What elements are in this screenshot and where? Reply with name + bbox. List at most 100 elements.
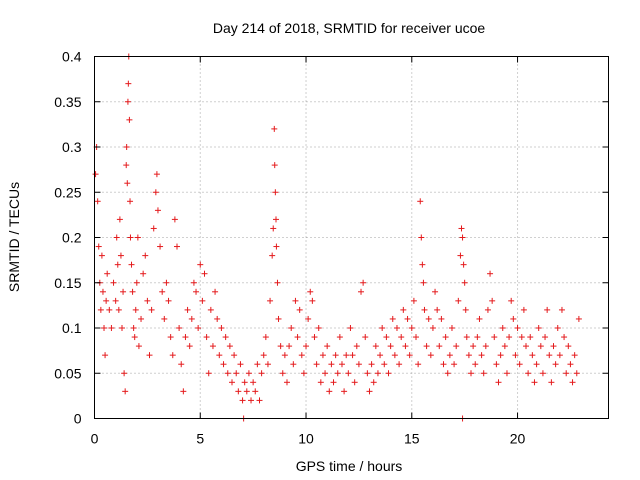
data-point bbox=[523, 343, 530, 350]
x-tick-label: 10 bbox=[298, 431, 314, 447]
data-point bbox=[300, 370, 307, 377]
data-point bbox=[542, 334, 549, 341]
x-tick-label: 5 bbox=[196, 431, 204, 447]
data-point bbox=[152, 189, 159, 196]
data-point bbox=[103, 297, 110, 304]
data-point bbox=[444, 370, 451, 377]
data-point bbox=[123, 144, 130, 150]
data-point bbox=[537, 343, 544, 350]
data-point bbox=[199, 297, 206, 304]
data-point bbox=[468, 370, 475, 377]
data-point bbox=[117, 252, 124, 259]
data-point bbox=[387, 343, 394, 350]
data-point bbox=[126, 116, 133, 123]
data-point bbox=[417, 198, 424, 205]
data-point bbox=[106, 306, 113, 313]
data-point bbox=[129, 288, 136, 295]
data-point bbox=[275, 315, 282, 322]
data-point bbox=[116, 216, 123, 223]
data-point bbox=[476, 315, 483, 322]
data-point bbox=[220, 361, 227, 368]
data-point bbox=[124, 180, 131, 187]
data-point bbox=[516, 361, 523, 368]
data-point bbox=[135, 343, 142, 350]
data-point bbox=[157, 243, 164, 250]
data-point bbox=[115, 306, 122, 313]
data-point bbox=[322, 370, 329, 377]
data-point bbox=[448, 325, 455, 331]
data-point bbox=[558, 306, 565, 313]
data-point bbox=[391, 352, 398, 359]
data-point bbox=[512, 352, 519, 359]
data-point bbox=[309, 297, 316, 304]
data-point bbox=[334, 370, 341, 377]
data-point bbox=[561, 334, 568, 341]
data-point bbox=[216, 352, 223, 359]
y-axis: 0 0.05 0.1 0.15 0.2 0.25 0.3 0.35 0.4 bbox=[54, 49, 609, 427]
data-point bbox=[446, 352, 453, 359]
data-point bbox=[529, 352, 536, 359]
data-point bbox=[273, 243, 280, 250]
data-point bbox=[478, 352, 485, 359]
data-point bbox=[258, 370, 265, 377]
data-point bbox=[379, 325, 386, 331]
data-point bbox=[277, 343, 284, 350]
data-point bbox=[270, 225, 277, 232]
data-point bbox=[402, 343, 409, 350]
data-point bbox=[462, 306, 469, 313]
data-point bbox=[461, 279, 468, 286]
data-point bbox=[501, 343, 508, 350]
data-point bbox=[205, 370, 212, 377]
y-tick-label: 0.4 bbox=[62, 49, 82, 65]
data-point bbox=[142, 252, 149, 259]
data-point bbox=[338, 361, 345, 368]
data-point bbox=[193, 288, 200, 295]
data-point bbox=[150, 225, 157, 232]
data-point bbox=[154, 207, 161, 214]
data-point bbox=[212, 288, 219, 295]
data-point bbox=[241, 379, 248, 386]
x-tick-label: 15 bbox=[404, 431, 420, 447]
data-point bbox=[362, 334, 369, 341]
data-point bbox=[554, 325, 561, 331]
data-point bbox=[163, 279, 170, 286]
data-point bbox=[438, 315, 445, 322]
data-point bbox=[296, 306, 303, 313]
y-tick-label: 0 bbox=[74, 411, 82, 427]
data-point bbox=[286, 343, 293, 350]
data-point bbox=[132, 306, 139, 313]
data-point bbox=[355, 361, 362, 368]
data-point bbox=[99, 288, 106, 295]
data-point bbox=[374, 370, 381, 377]
data-point bbox=[389, 315, 396, 322]
data-point bbox=[97, 306, 104, 313]
data-point bbox=[518, 334, 525, 341]
data-point bbox=[425, 315, 432, 322]
data-point bbox=[307, 288, 314, 295]
data-point bbox=[305, 315, 312, 322]
data-point bbox=[101, 325, 108, 331]
data-point bbox=[503, 370, 510, 377]
data-point bbox=[125, 80, 132, 87]
data-point bbox=[144, 297, 151, 304]
data-point bbox=[214, 315, 221, 322]
data-point bbox=[165, 297, 172, 304]
data-point bbox=[398, 334, 405, 341]
data-point bbox=[108, 325, 115, 331]
data-point bbox=[563, 370, 570, 377]
data-point bbox=[345, 370, 352, 377]
data-point bbox=[499, 325, 506, 331]
data-point bbox=[533, 361, 540, 368]
data-point bbox=[124, 98, 131, 105]
x-axis-label: GPS time / hours bbox=[296, 458, 403, 474]
data-point bbox=[288, 325, 295, 331]
data-point bbox=[303, 343, 310, 350]
data-point bbox=[353, 343, 360, 350]
data-point bbox=[313, 361, 320, 368]
data-point bbox=[178, 361, 185, 368]
data-point bbox=[224, 370, 231, 377]
data-point bbox=[256, 397, 263, 404]
data-point bbox=[290, 361, 297, 368]
data-point bbox=[207, 306, 214, 313]
data-point bbox=[197, 261, 204, 268]
